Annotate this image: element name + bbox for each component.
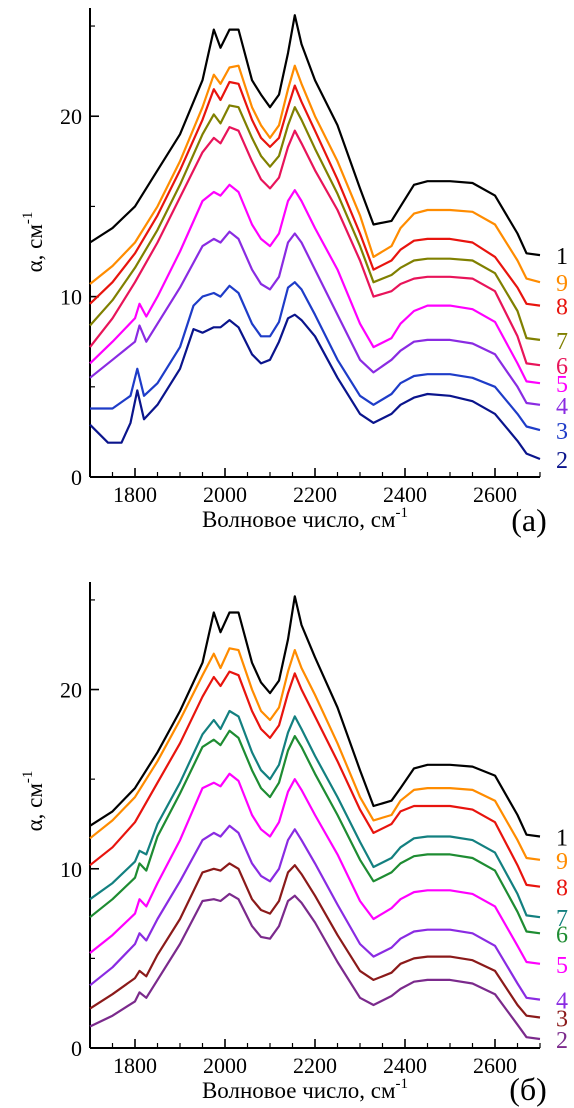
x-tick-label: 1800 <box>113 482 157 507</box>
y-tick-label: 0 <box>71 1036 82 1061</box>
x-axis-title-sup: -1 <box>396 1076 409 1092</box>
x-axis-title-text: Волновое число, см <box>202 507 396 532</box>
y-axis-title: α, см-1 <box>20 212 47 273</box>
y-axis-title: α, см-1 <box>20 771 47 832</box>
series-label-6: 6 <box>556 354 568 380</box>
series-line-6 <box>89 729 541 935</box>
y-axis-title-text: α, см <box>22 224 47 273</box>
series-line-8 <box>89 670 541 888</box>
panel-label: (а) <box>511 502 547 538</box>
y-tick-label: 0 <box>71 465 82 490</box>
x-tick-label: 2400 <box>383 482 427 507</box>
x-axis-title: Волновое число, см-1 <box>202 505 408 532</box>
series-line-6 <box>89 126 541 367</box>
x-axis-title-text: Волновое число, см <box>202 1078 396 1103</box>
series-line-1 <box>89 14 541 257</box>
series-line-8 <box>89 80 541 307</box>
y-tick-label: 10 <box>60 285 82 310</box>
series-label-4: 4 <box>556 394 568 420</box>
x-axis-title: Волновое число, см-1 <box>202 1076 408 1103</box>
panel-b: 1800 2000 2200 2400 2600 0 10 20 198 76 5 432 Волнов… <box>20 582 568 1107</box>
series-line-4 <box>89 230 541 406</box>
series-line-5 <box>89 772 541 965</box>
series-label-9: 9 <box>556 271 568 297</box>
series-line-9 <box>89 64 541 285</box>
x-tick-label: 2200 <box>293 1053 337 1078</box>
series-line-7 <box>89 709 541 919</box>
series-label-5: 5 <box>556 372 568 398</box>
series-label-9: 9 <box>556 849 568 875</box>
series-line-2 <box>89 892 541 1041</box>
series-label-3: 3 <box>556 419 568 445</box>
x-tick-label: 2000 <box>203 482 247 507</box>
series-label-2: 2 <box>556 1028 568 1054</box>
x-tick-label: 2600 <box>473 482 517 507</box>
series-line-3 <box>90 281 541 432</box>
y-tick-label: 20 <box>60 104 82 129</box>
x-tick-label: 2600 <box>473 1053 517 1078</box>
series-label-7: 7 <box>556 906 568 932</box>
series-label-6: 6 <box>556 922 568 948</box>
series-line-4 <box>89 824 541 1001</box>
series-label-5: 5 <box>556 953 568 979</box>
series-line-7 <box>89 104 541 341</box>
panel-label: (б) <box>509 1071 547 1107</box>
y-tick-label: 20 <box>60 678 82 703</box>
series-label-8: 8 <box>556 295 568 321</box>
series-label-1: 1 <box>556 826 568 852</box>
y-tick-label: 10 <box>60 857 82 882</box>
series-label-3: 3 <box>556 1007 568 1033</box>
series-label-2: 2 <box>556 448 568 474</box>
y-axis-title-sup: -1 <box>20 771 36 784</box>
series-line-5 <box>89 183 541 385</box>
x-tick-label: 1800 <box>113 1053 157 1078</box>
series-label-1: 1 <box>556 244 568 270</box>
x-axis-title-sup: -1 <box>396 505 409 521</box>
series-label-7: 7 <box>556 329 568 355</box>
series-label-8: 8 <box>556 876 568 902</box>
y-axis-title-text: α, см <box>22 783 47 832</box>
x-tick-label: 2000 <box>203 1053 247 1078</box>
x-tick-label: 2200 <box>293 482 337 507</box>
y-axis-title-sup: -1 <box>20 212 36 225</box>
series-label-4: 4 <box>556 989 568 1015</box>
series-line-2 <box>89 313 541 461</box>
x-tick-label: 2400 <box>383 1053 427 1078</box>
series-line-3 <box>89 862 541 1019</box>
series-line-1 <box>89 595 541 838</box>
series-line-9 <box>89 647 541 861</box>
